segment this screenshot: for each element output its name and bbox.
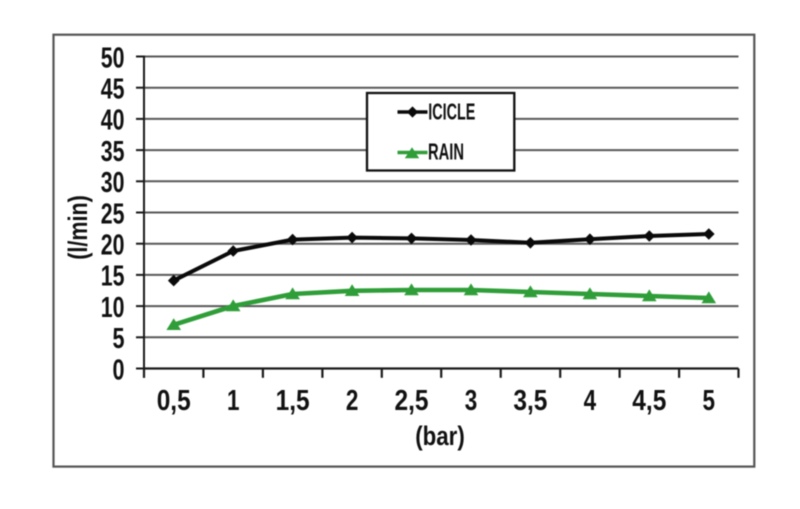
svg-text:ICICLE: ICICLE [428, 99, 475, 125]
svg-text:15: 15 [101, 261, 125, 293]
svg-text:40: 40 [101, 105, 125, 137]
svg-text:35: 35 [101, 136, 125, 168]
svg-text:(l/min): (l/min) [63, 195, 93, 260]
svg-text:45: 45 [101, 74, 125, 106]
svg-text:1,5: 1,5 [276, 385, 310, 417]
svg-text:20: 20 [101, 230, 125, 262]
svg-text:10: 10 [101, 292, 125, 324]
svg-text:4,5: 4,5 [632, 385, 666, 417]
svg-text:0,5: 0,5 [157, 385, 191, 417]
svg-text:4: 4 [584, 385, 597, 417]
svg-text:5: 5 [703, 385, 716, 417]
svg-text:RAIN: RAIN [428, 139, 464, 165]
svg-text:(bar): (bar) [415, 421, 465, 451]
svg-text:0: 0 [113, 354, 125, 386]
svg-text:3,5: 3,5 [513, 385, 547, 417]
svg-text:50: 50 [101, 42, 125, 74]
svg-text:1: 1 [227, 385, 240, 417]
svg-text:2,5: 2,5 [395, 385, 429, 417]
svg-text:2: 2 [346, 385, 359, 417]
svg-text:30: 30 [101, 167, 125, 199]
svg-text:3: 3 [465, 385, 478, 417]
svg-text:5: 5 [113, 323, 125, 355]
svg-text:25: 25 [101, 198, 125, 230]
